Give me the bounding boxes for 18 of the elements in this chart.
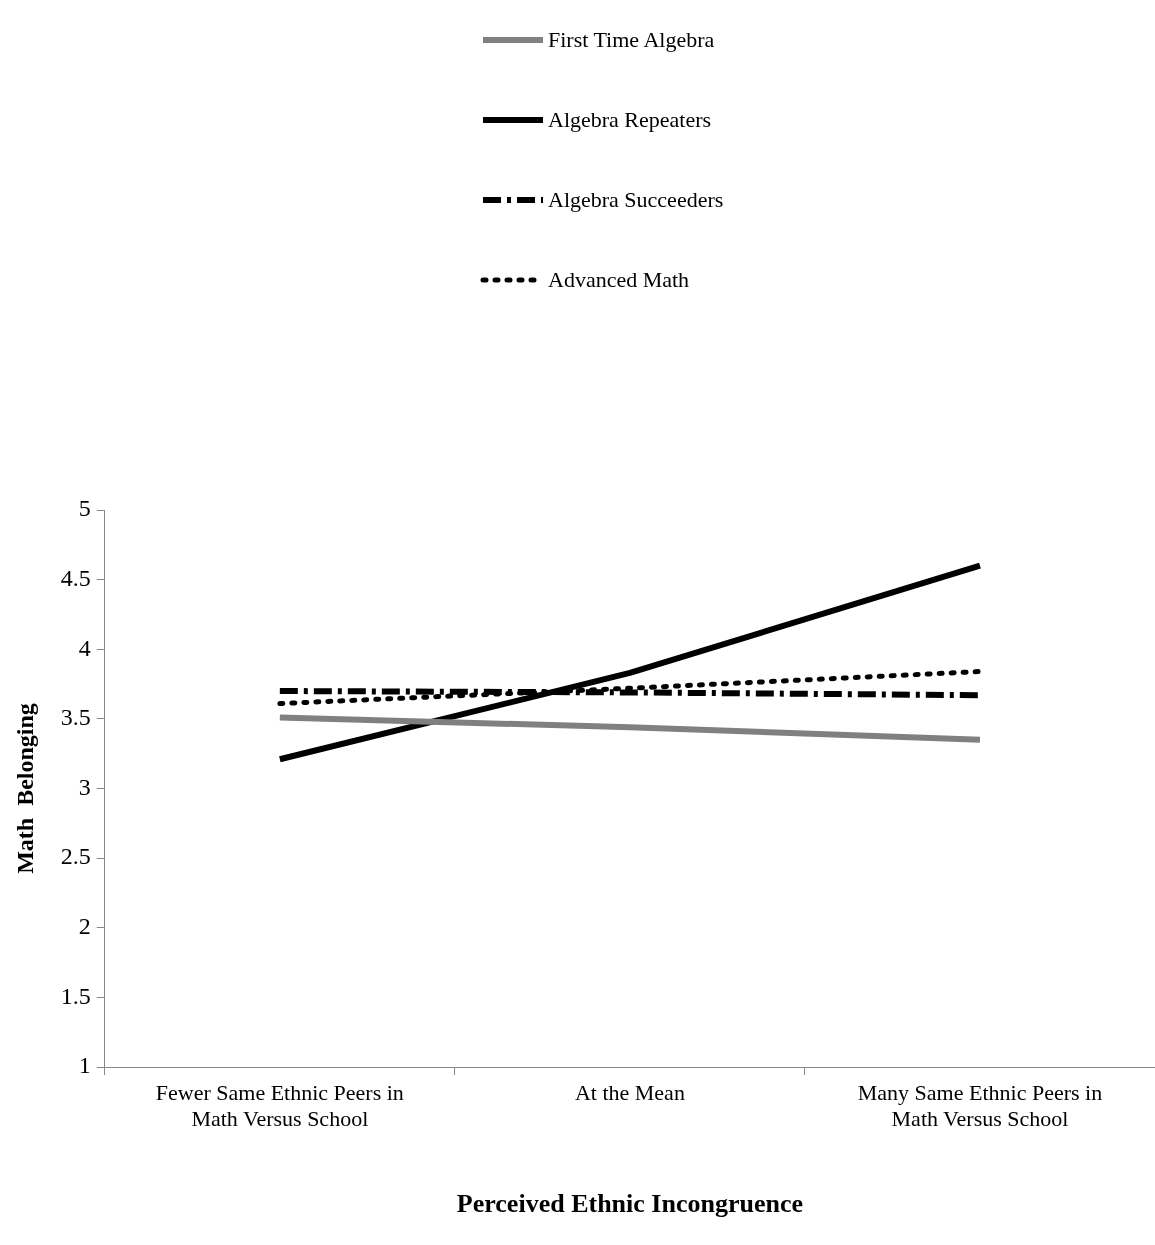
y-tick-label: 2.5 [60, 843, 91, 870]
y-tick-label: 3.5 [60, 704, 91, 731]
y-tick-label: 1.5 [60, 982, 91, 1009]
x-tick-label: Many Same Ethnic Peers in Math Versus School [857, 1079, 1103, 1132]
y-tick-label: 5 [78, 495, 91, 522]
legend-label: Advanced Math [548, 267, 690, 293]
y-tick-label: 2 [78, 913, 91, 940]
legend-label: First Time Algebra [548, 27, 715, 53]
x-tick-label: Fewer Same Ethnic Peers in Math Versus School [155, 1079, 404, 1132]
y-tick-label: 3 [78, 773, 91, 800]
y-tick-label: 4 [78, 634, 91, 661]
x-axis-title: Perceived Ethnic Incongruence [456, 1189, 803, 1219]
legend-label: Algebra Succeeders [548, 187, 724, 213]
y-axis-title: Math Belonging [11, 703, 38, 874]
x-tick-label: At the Mean [574, 1079, 685, 1105]
legend-label: Algebra Repeaters [548, 107, 712, 133]
y-tick-label: 4.5 [60, 564, 91, 591]
y-tick-label: 1 [78, 1052, 91, 1079]
